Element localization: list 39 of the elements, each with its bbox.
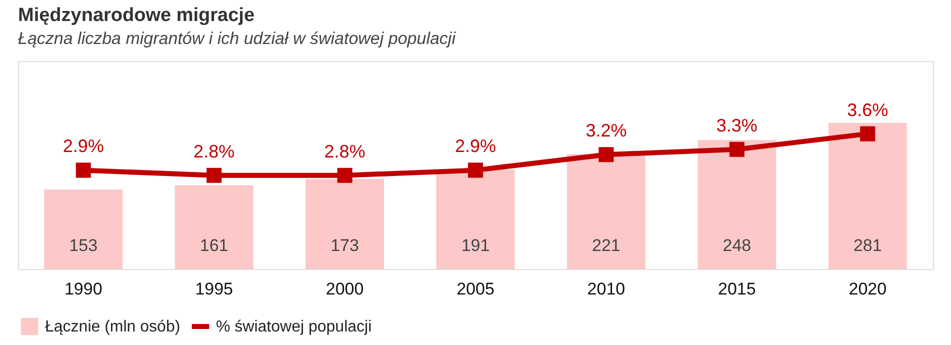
x-tick-label: 2010: [587, 280, 626, 298]
x-tick-label: 2015: [718, 280, 756, 298]
bar: [306, 179, 384, 269]
data-label: 173: [330, 236, 359, 255]
data-label: 248: [722, 236, 752, 255]
data-label: 221: [592, 236, 620, 255]
data-label: 2.9%: [454, 136, 496, 156]
legend-label: Łącznie (mln osób): [45, 318, 180, 336]
point: [206, 168, 222, 183]
x-tick-label: 2020: [848, 280, 887, 298]
point: [598, 147, 614, 162]
point: [729, 142, 744, 157]
point: [337, 168, 352, 183]
x-tick-label: 2000: [326, 280, 364, 298]
point: [860, 126, 876, 142]
bar: [828, 122, 907, 269]
bar: [174, 185, 254, 269]
chart-subtitle: Łączna liczba migrantów i ich udział w światowej populacji: [18, 29, 457, 48]
data-label: 281: [853, 236, 882, 255]
bar: [567, 154, 646, 269]
data-label: 161: [200, 236, 228, 255]
x-tick-label: 2005: [456, 280, 494, 298]
point: [76, 162, 91, 178]
bar: [44, 189, 123, 269]
data-label: 2.8%: [324, 141, 366, 162]
bar: [436, 170, 515, 269]
data-label: 3.3%: [716, 115, 758, 136]
point: [468, 162, 484, 178]
data-label: 2.9%: [62, 136, 104, 156]
x-tick-label: 1990: [64, 280, 102, 298]
data-label: 2.8%: [194, 141, 235, 162]
data-label: 153: [69, 236, 98, 255]
x-tick-label: 1995: [195, 280, 233, 298]
data-label: 3.2%: [586, 120, 627, 141]
data-label: 3.6%: [847, 100, 888, 120]
chart-title: Międzynarodowe migracje: [18, 5, 255, 26]
legend-label: % światowej populacji: [216, 318, 372, 336]
bar: [698, 140, 776, 269]
data-label: 191: [461, 236, 490, 255]
